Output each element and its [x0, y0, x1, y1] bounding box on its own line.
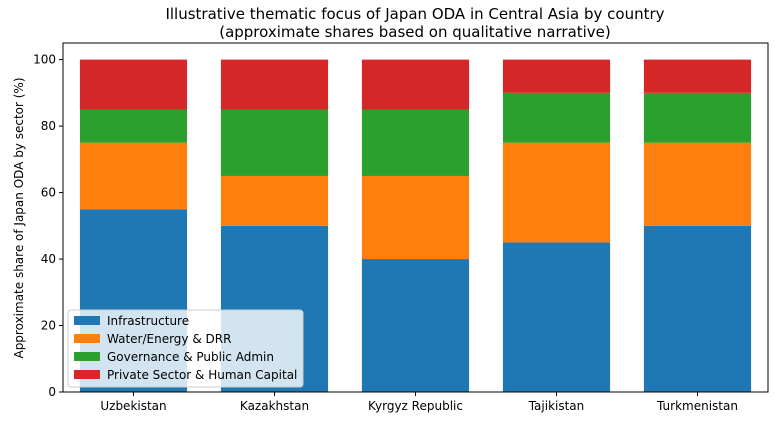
- x-tick-label: Kyrgyz Republic: [368, 399, 463, 413]
- y-axis: 0 20 40 60 80 100: [33, 53, 63, 399]
- y-tick-label: 100: [33, 53, 56, 67]
- bar-segment-1-4: [502, 242, 611, 392]
- legend: Infrastructure Water/Energy & DRR Governan…: [67, 309, 304, 388]
- bar-segment-3-3: [361, 109, 470, 176]
- bar-segment-1-3: [361, 259, 470, 392]
- x-tick-label: Kazakhstan: [240, 399, 309, 413]
- y-tick-label: 0: [48, 385, 56, 399]
- x-axis: Uzbekistan Kazakhstan Kyrgyz Republic Tajik…: [100, 392, 738, 413]
- legend-label: Water/Energy & DRR: [107, 332, 231, 346]
- bar-segment-3-4: [502, 92, 611, 143]
- y-tick-label: 40: [41, 252, 56, 266]
- bar-segment-1-5: [643, 225, 752, 392]
- bar-segment-4-4: [502, 59, 611, 93]
- legend-swatch: [74, 370, 100, 379]
- chart-subtitle: (approximate shares based on qualitative…: [219, 23, 611, 41]
- y-tick-label: 80: [41, 119, 56, 133]
- y-tick-label: 20: [41, 319, 56, 333]
- legend-label: Governance & Public Admin: [107, 350, 274, 364]
- x-tick-label: Turkmenistan: [656, 399, 738, 413]
- bar-segment-2-1: [79, 142, 188, 210]
- bar-segment-3-1: [79, 109, 188, 143]
- bar-segment-2-2: [220, 175, 329, 226]
- bar-segment-3-5: [643, 92, 752, 143]
- bar-segment-2-4: [502, 142, 611, 243]
- chart-title: Illustrative thematic focus of Japan ODA…: [165, 5, 664, 23]
- bar-segment-3-2: [220, 109, 329, 176]
- x-tick-label: Tajikistan: [528, 399, 585, 413]
- plot-frame: [62, 42, 769, 393]
- bar-segment-2-3: [361, 175, 470, 260]
- bar-segment-4-3: [361, 59, 470, 110]
- legend-swatch: [74, 316, 100, 325]
- y-tick-label: 60: [41, 186, 56, 200]
- x-tick-label: Uzbekistan: [100, 399, 166, 413]
- bar-segment-2-5: [643, 142, 752, 226]
- legend-swatch: [74, 352, 100, 361]
- bar-segment-4-2: [220, 59, 329, 110]
- legend-label: Private Sector & Human Capital: [107, 368, 297, 382]
- bar-segment-4-5: [643, 59, 752, 93]
- bar-segment-4-1: [79, 59, 188, 110]
- legend-swatch: [74, 334, 100, 343]
- legend-box: [67, 309, 304, 388]
- y-axis-label: Approximate share of Japan ODA by sector…: [12, 77, 26, 358]
- legend-label: Infrastructure: [107, 314, 189, 328]
